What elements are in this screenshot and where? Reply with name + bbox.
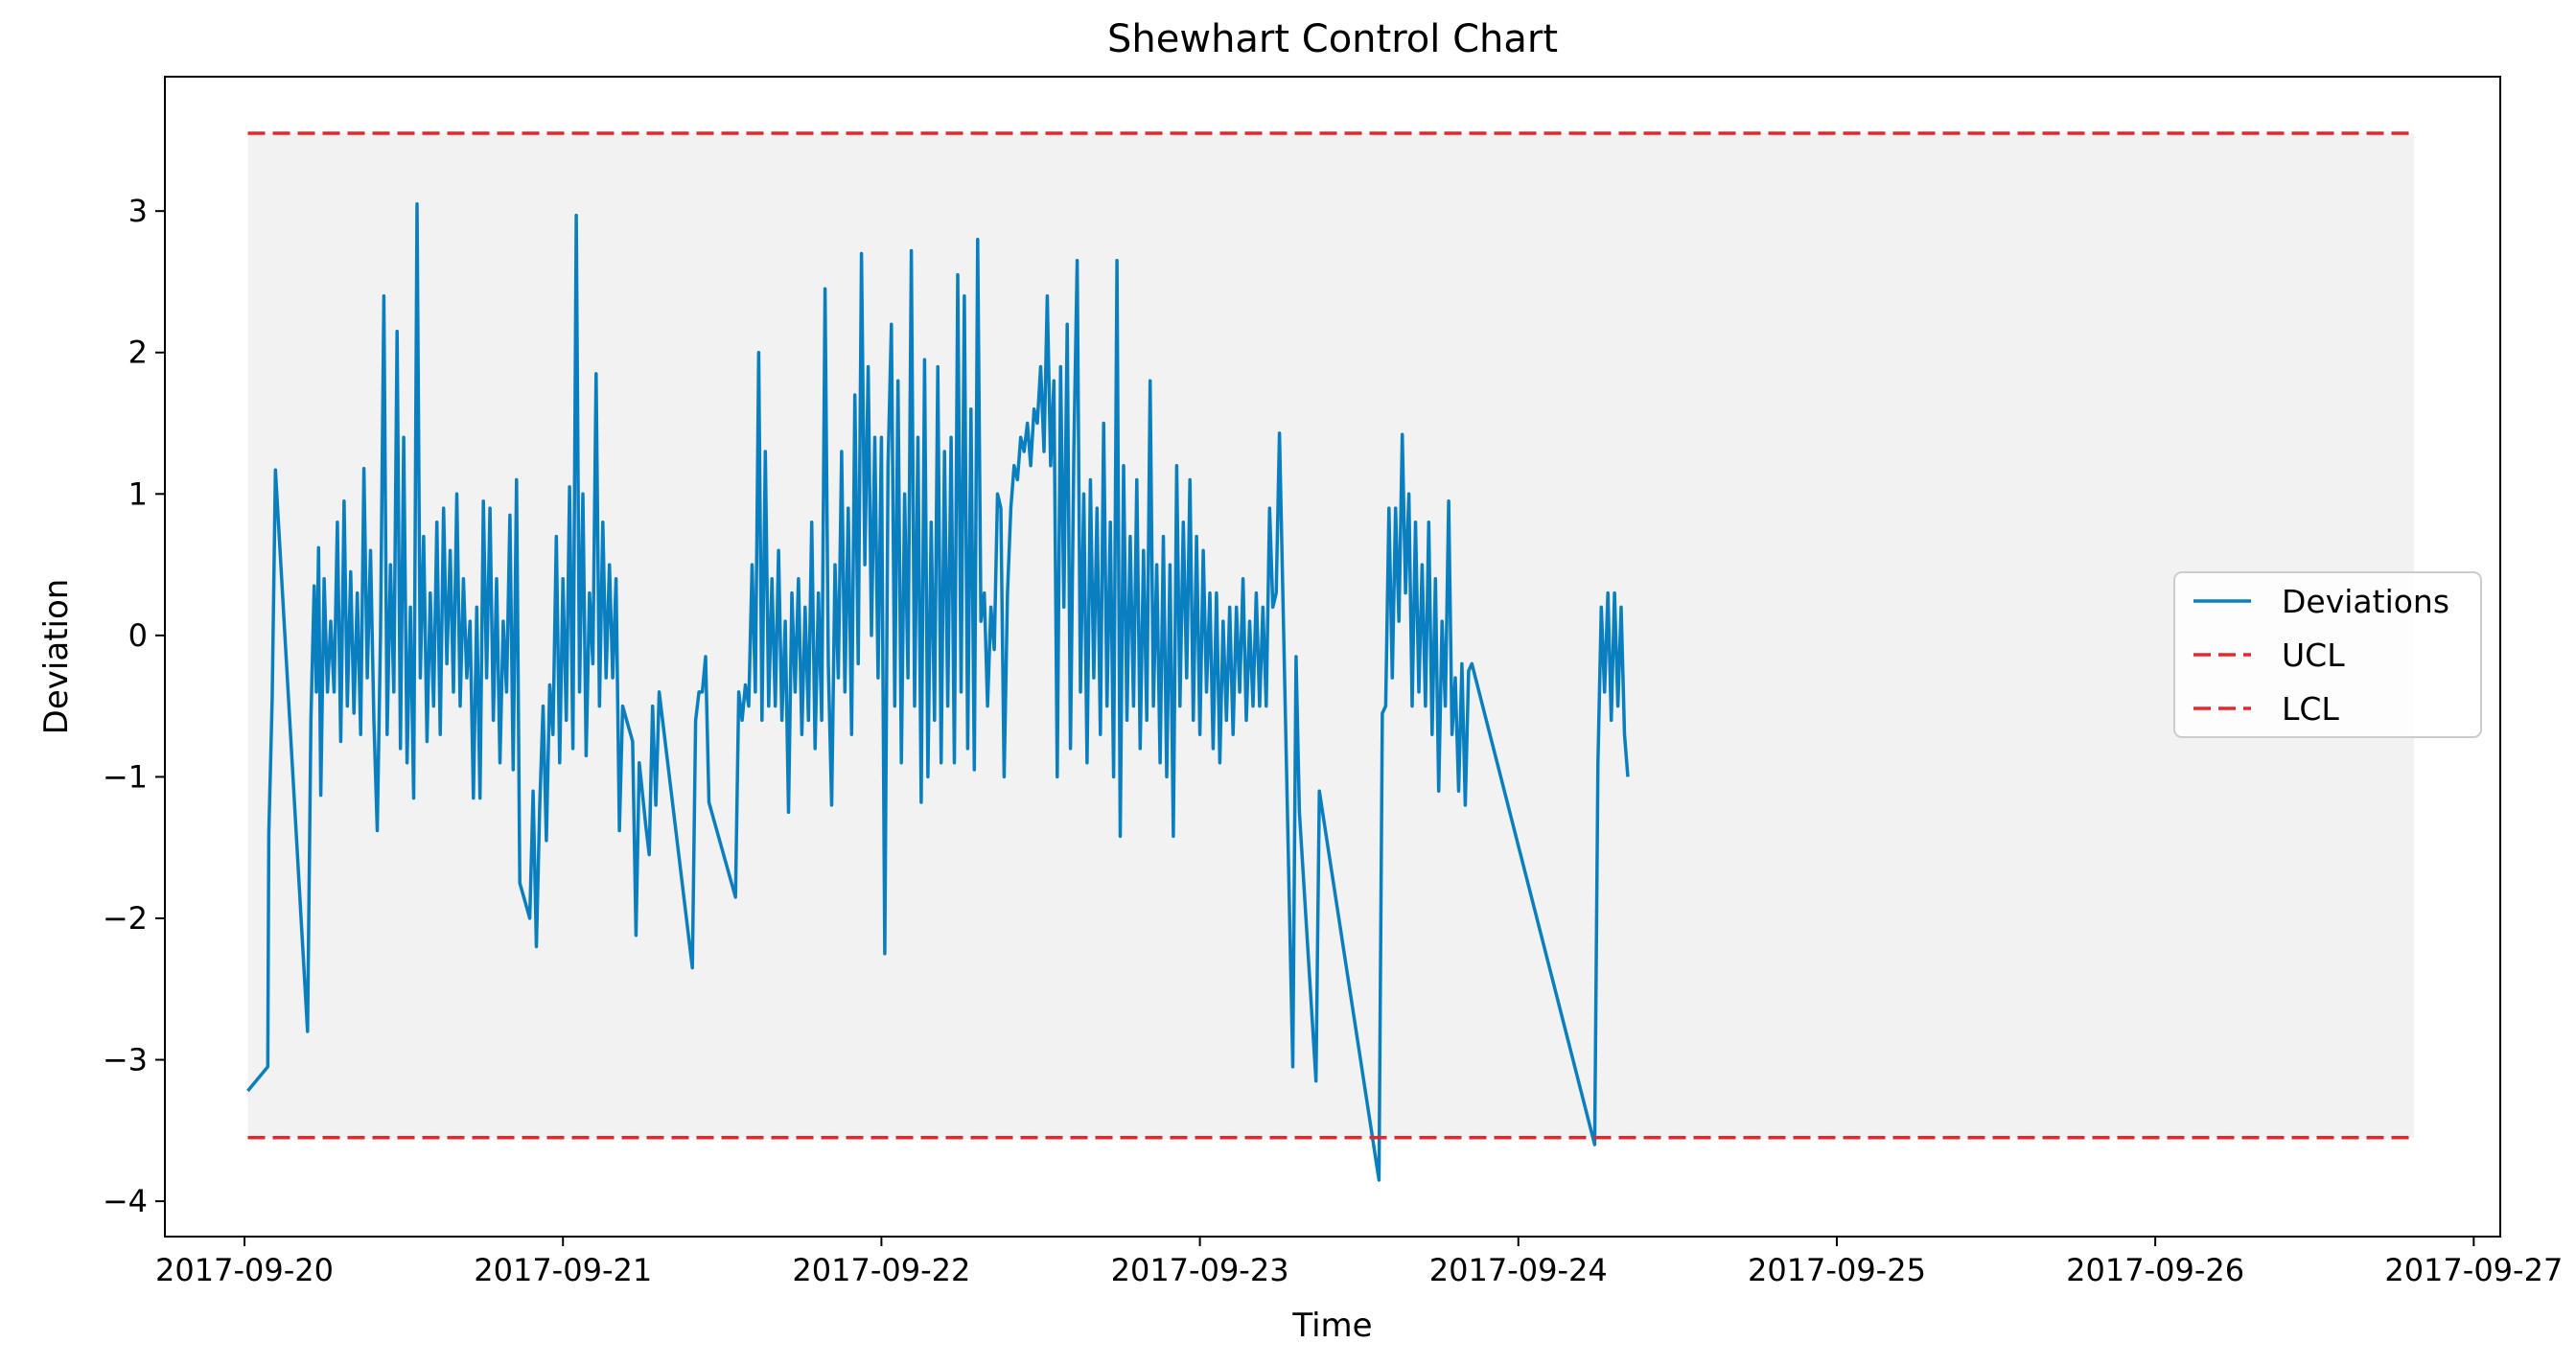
legend-label-ucl: UCL bbox=[2282, 637, 2345, 674]
series-deviations bbox=[246, 202, 1630, 1182]
legend-label-lcl: LCL bbox=[2282, 690, 2339, 728]
x-tick-label: 2017-09-27 bbox=[2384, 1252, 2563, 1288]
y-tick-label: −4 bbox=[103, 1183, 148, 1219]
x-tick-label: 2017-09-21 bbox=[474, 1252, 652, 1288]
y-tick-label: 2 bbox=[128, 335, 148, 371]
plot-frame bbox=[164, 76, 2501, 1238]
y-tick-label: 0 bbox=[128, 617, 148, 654]
y-tick-label: −2 bbox=[103, 900, 148, 937]
x-tick-label: 2017-09-22 bbox=[792, 1252, 970, 1288]
y-tick-label: 1 bbox=[128, 475, 148, 512]
legend-box bbox=[2173, 571, 2482, 738]
x-axis: 2017-09-20 2017-09-21 2017-09-22 2017-09-23… bbox=[155, 1237, 2563, 1288]
y-tick-label: 3 bbox=[128, 193, 148, 229]
legend-label-deviations: Deviations bbox=[2282, 583, 2449, 620]
series-layer bbox=[246, 131, 2414, 1182]
y-axis-label: Deviation bbox=[37, 579, 76, 735]
x-tick-label: 2017-09-26 bbox=[2066, 1252, 2244, 1288]
x-tick-label: 2017-09-23 bbox=[1111, 1252, 1289, 1288]
x-tick-label: 2017-09-20 bbox=[155, 1252, 334, 1288]
x-tick-label: 2017-09-24 bbox=[1429, 1252, 1608, 1288]
x-axis-label: Time bbox=[1291, 1307, 1372, 1345]
chart-title: Shewhart Control Chart bbox=[1107, 17, 1558, 61]
y-axis: −4 −3 −2 −1 0 1 2 3 bbox=[103, 193, 165, 1219]
y-tick-label: −3 bbox=[103, 1042, 148, 1078]
y-tick-label: −1 bbox=[103, 758, 148, 795]
x-tick-label: 2017-09-25 bbox=[1748, 1252, 1926, 1288]
legend: Deviations UCL LCL bbox=[2173, 571, 2482, 738]
